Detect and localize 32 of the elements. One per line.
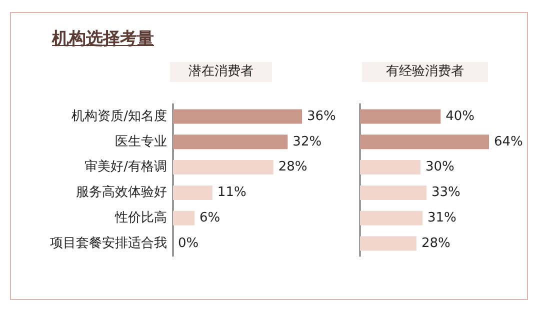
bar bbox=[173, 160, 274, 175]
data-label: 28% bbox=[421, 236, 450, 251]
y-tick-label: 审美好/有格调 bbox=[84, 158, 167, 175]
bar bbox=[173, 134, 288, 150]
data-label: 6% bbox=[200, 210, 220, 226]
data-label: 33% bbox=[432, 185, 460, 200]
bar bbox=[173, 210, 194, 226]
data-label: 11% bbox=[217, 185, 246, 200]
data-label: 30% bbox=[425, 160, 454, 175]
data-label: 64% bbox=[494, 134, 523, 150]
bar bbox=[360, 109, 441, 124]
bar bbox=[360, 134, 489, 150]
chart-subtitle: 潜在消费者 bbox=[170, 62, 272, 82]
data-label: 31% bbox=[427, 210, 456, 226]
data-label: 0% bbox=[178, 236, 199, 251]
bar bbox=[173, 185, 212, 200]
data-label: 28% bbox=[278, 160, 308, 175]
y-tick-label: 服务高效体验好 bbox=[76, 184, 167, 200]
data-label: 36% bbox=[307, 108, 336, 124]
bar bbox=[360, 185, 427, 200]
y-tick-label: 项目套餐安排适合我 bbox=[50, 234, 167, 251]
data-label: 32% bbox=[292, 134, 322, 150]
data-label: 40% bbox=[446, 108, 475, 124]
bar bbox=[360, 210, 422, 226]
bar bbox=[360, 236, 416, 251]
y-tick-label: 性价比高 bbox=[114, 209, 167, 226]
bar bbox=[360, 160, 420, 175]
chart-subtitle: 有经验消费者 bbox=[362, 62, 488, 82]
y-tick-label: 医生专业 bbox=[115, 134, 167, 150]
chart-title: 机构选择考量 bbox=[52, 28, 154, 50]
y-tick-label: 机构资质/知名度 bbox=[72, 108, 167, 124]
bar bbox=[173, 109, 302, 124]
